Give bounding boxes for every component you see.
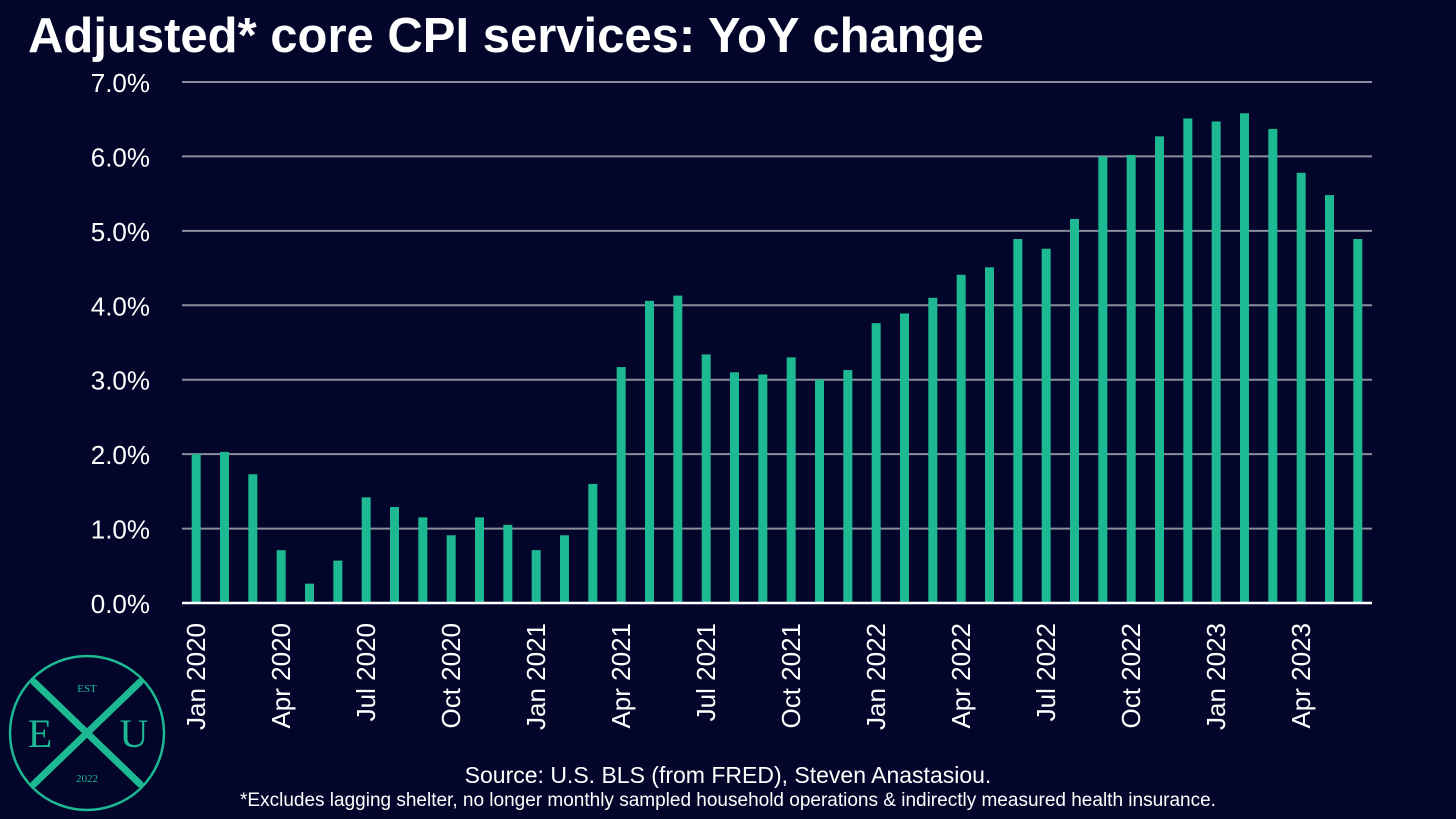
- bar: [531, 550, 541, 603]
- bar: [1325, 195, 1334, 604]
- bar: [446, 535, 456, 603]
- x-tick-label: Jul 2021: [691, 623, 721, 721]
- y-tick-label: 5.0%: [91, 217, 150, 247]
- bar: [928, 297, 938, 603]
- bar: [361, 497, 371, 603]
- x-tick-label: Jul 2020: [351, 623, 381, 721]
- bar: [1183, 118, 1193, 603]
- x-tick-label: Apr 2020: [266, 623, 296, 729]
- x-tick-label: Jan 2022: [861, 623, 891, 730]
- bar: [418, 517, 428, 603]
- x-tick-label: Jul 2022: [1031, 623, 1061, 721]
- y-tick-label: 3.0%: [91, 366, 150, 396]
- bar: [645, 300, 654, 603]
- bar: [1070, 218, 1079, 603]
- bar: [956, 274, 966, 603]
- logo-letter-e: E: [28, 711, 52, 756]
- bar: [248, 474, 258, 603]
- bar: [1041, 248, 1051, 603]
- bar: [701, 354, 711, 603]
- exu-logo: EST E U 2022: [8, 654, 166, 812]
- bar: [276, 550, 286, 603]
- bar: [730, 372, 739, 603]
- bar: [390, 506, 399, 603]
- x-tick-label: Jan 2023: [1201, 623, 1231, 730]
- logo-letter-u: U: [120, 711, 149, 756]
- bar: [1013, 239, 1023, 603]
- y-tick-label: 1.0%: [91, 515, 150, 545]
- bar: [503, 524, 513, 603]
- bar: [191, 454, 201, 603]
- chart-title: Adjusted* core CPI services: YoY change: [28, 9, 984, 63]
- source-note: Source: U.S. BLS (from FRED), Steven Ana…: [464, 762, 992, 788]
- bar: [871, 323, 881, 603]
- bar: [1353, 239, 1363, 603]
- bar: [305, 583, 314, 603]
- bar: [333, 560, 343, 603]
- bar: [1126, 154, 1136, 603]
- y-tick-label: 7.0%: [91, 68, 150, 98]
- bar: [1098, 156, 1108, 603]
- x-tick-label: Jan 2021: [521, 623, 551, 730]
- bar: [588, 483, 598, 603]
- x-tick-label: Oct 2022: [1116, 623, 1146, 729]
- gridlines: [182, 81, 1372, 530]
- x-tick-label: Apr 2023: [1286, 623, 1316, 729]
- bar: [475, 517, 484, 603]
- logo-year-text: 2022: [76, 773, 98, 785]
- bar: [815, 379, 824, 603]
- bar: [673, 295, 683, 603]
- bar: [616, 367, 626, 603]
- y-tick-label: 2.0%: [91, 440, 150, 470]
- bar: [758, 374, 768, 603]
- bar: [560, 535, 569, 603]
- bar: [1240, 113, 1249, 603]
- y-tick-label: 4.0%: [91, 291, 150, 321]
- x-tick-label: Oct 2021: [776, 623, 806, 729]
- x-tick-label: Oct 2020: [436, 623, 466, 729]
- logo-est-text: EST: [77, 683, 97, 695]
- bar: [1268, 128, 1278, 603]
- bar: [1211, 121, 1221, 603]
- x-tick-label: Jan 2020: [181, 623, 211, 730]
- y-axis-ticks: 0.0% 1.0% 2.0% 3.0% 4.0% 5.0% 6.0% 7.0%: [91, 68, 150, 619]
- bar: [843, 370, 853, 603]
- x-tick-label: Apr 2021: [606, 623, 636, 729]
- bar: [985, 267, 994, 603]
- bars: [191, 113, 1363, 604]
- y-tick-label: 6.0%: [91, 142, 150, 172]
- footnote: *Excludes lagging shelter, no longer mon…: [240, 790, 1216, 811]
- x-tick-label: Apr 2022: [946, 623, 976, 729]
- bar: [1155, 136, 1164, 603]
- y-tick-label: 0.0%: [91, 589, 150, 619]
- bar: [900, 313, 909, 603]
- bar: [1296, 172, 1306, 603]
- bar: [786, 357, 796, 603]
- x-axis-ticks: Jan 2020 Apr 2020 Jul 2020 Oct 2020 Jan 2021…: [181, 623, 1316, 730]
- bar: [220, 451, 229, 603]
